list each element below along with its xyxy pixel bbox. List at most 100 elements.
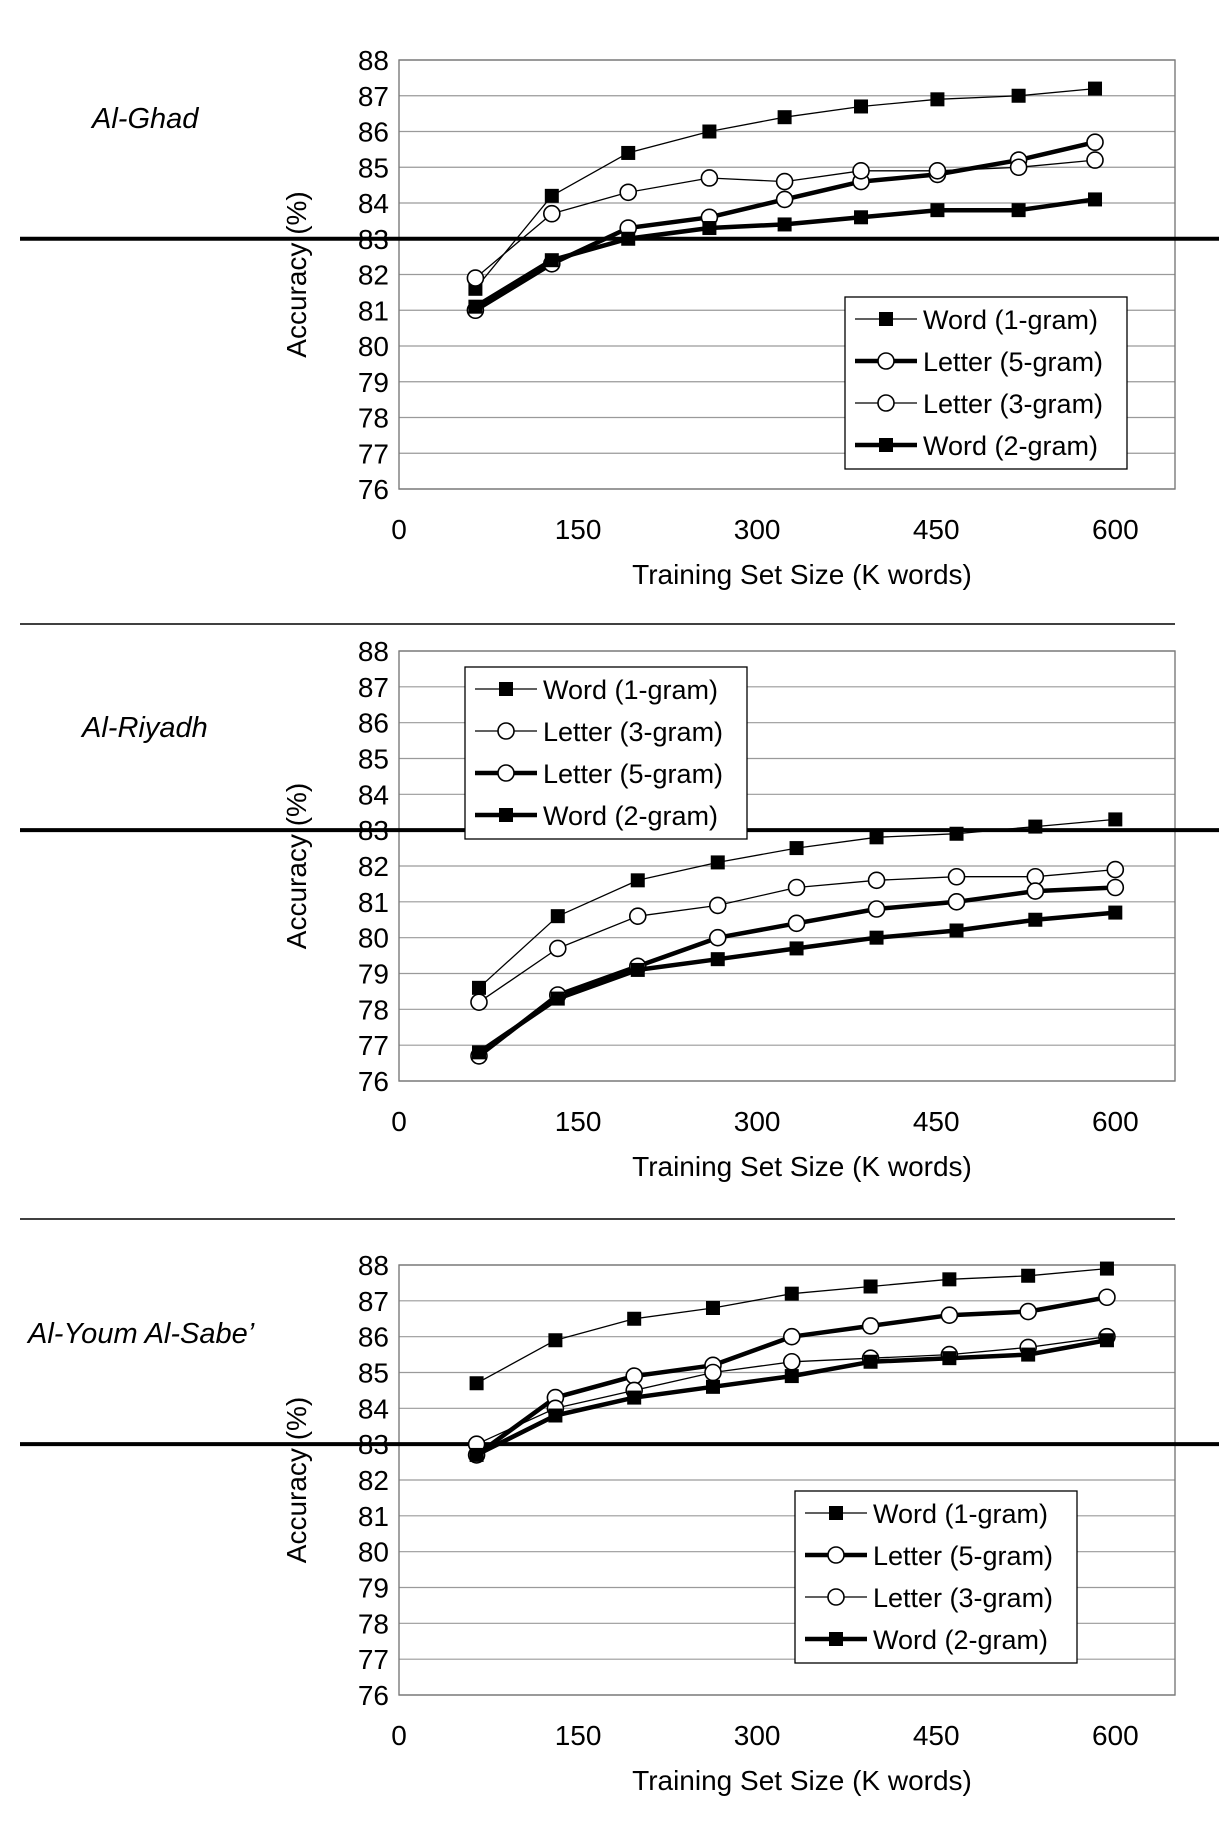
legend-item: Letter (5-gram) xyxy=(855,347,1103,377)
x-axis-title: Training Set Size (K words) xyxy=(632,559,972,590)
data-point xyxy=(702,124,717,139)
legend: Word (1-gram) Letter (3-gram) Letter (5-gr… xyxy=(464,666,748,840)
data-point xyxy=(942,1351,957,1366)
y-tick-label: 86 xyxy=(358,1322,389,1353)
y-tick-label: 80 xyxy=(358,923,389,954)
data-point xyxy=(869,830,884,845)
y-tick-label: 88 xyxy=(358,636,389,667)
data-point xyxy=(1086,151,1104,169)
data-point xyxy=(543,204,561,223)
x-tick-label: 600 xyxy=(1092,1720,1139,1751)
series-letter-5-gram xyxy=(470,878,1125,1065)
data-point xyxy=(621,231,636,246)
data-point xyxy=(867,871,886,890)
data-point xyxy=(468,299,483,314)
data-point xyxy=(700,169,719,187)
data-point xyxy=(627,1311,642,1326)
data-point xyxy=(704,1363,722,1382)
data-point xyxy=(949,826,964,841)
data-point xyxy=(1028,819,1043,834)
legend-label: Letter (3-gram) xyxy=(923,389,1103,419)
y-tick-label: 88 xyxy=(358,1250,389,1281)
y-tick-label: 87 xyxy=(358,1286,389,1317)
data-point xyxy=(775,172,794,191)
data-point xyxy=(947,867,966,886)
data-point xyxy=(1108,905,1123,920)
data-point xyxy=(471,980,486,995)
data-point xyxy=(1098,1288,1116,1307)
data-point xyxy=(854,210,869,225)
data-point xyxy=(1108,812,1123,827)
legend-item: Letter (3-gram) xyxy=(855,389,1103,419)
legend-label: Word (1-gram) xyxy=(543,675,718,705)
x-tick-label: 300 xyxy=(734,514,781,545)
data-point xyxy=(861,1317,880,1335)
data-point xyxy=(630,873,645,888)
series-line xyxy=(476,1336,1108,1445)
legend-label: Word (1-gram) xyxy=(873,1499,1048,1529)
x-tick-label: 0 xyxy=(391,1106,407,1137)
legend-item: Word (1-gram) xyxy=(475,675,718,705)
data-point xyxy=(1099,1333,1114,1348)
data-point xyxy=(1088,192,1103,207)
data-point xyxy=(789,841,804,856)
data-point xyxy=(544,253,559,268)
y-tick-label: 77 xyxy=(358,438,389,469)
legend-item: Letter (5-gram) xyxy=(805,1541,1053,1571)
data-point xyxy=(710,952,725,967)
y-tick-label: 84 xyxy=(358,188,389,219)
data-point xyxy=(702,221,717,236)
data-point xyxy=(630,962,645,977)
legend: Word (1-gram) Letter (5-gram) Letter (3-gr… xyxy=(794,1490,1078,1664)
y-tick-label: 81 xyxy=(358,1501,389,1532)
x-tick-label: 450 xyxy=(913,1106,960,1137)
data-point xyxy=(550,909,565,924)
data-point xyxy=(947,893,966,911)
y-tick-label: 76 xyxy=(358,1680,389,1711)
legend-marker xyxy=(879,438,893,452)
legend-item: Word (1-gram) xyxy=(855,305,1098,335)
series-word-2-gram xyxy=(468,192,1103,314)
x-tick-label: 450 xyxy=(913,1720,960,1751)
y-tick-label: 86 xyxy=(358,708,389,739)
x-tick-label: 600 xyxy=(1092,514,1139,545)
y-tick-label: 86 xyxy=(358,117,389,148)
data-point xyxy=(930,92,945,107)
legend-marker xyxy=(829,1632,843,1646)
data-point xyxy=(782,1327,801,1346)
legend-item: Letter (3-gram) xyxy=(475,717,723,747)
data-point xyxy=(621,145,636,160)
panel-title: Al-Youm Al-Sabe’ xyxy=(26,1318,255,1350)
data-point xyxy=(867,900,886,918)
y-tick-label: 79 xyxy=(358,1573,389,1604)
y-tick-label: 82 xyxy=(358,260,389,291)
data-point xyxy=(619,183,638,202)
x-tick-label: 450 xyxy=(913,514,960,545)
data-point xyxy=(470,993,488,1011)
x-tick-label: 150 xyxy=(555,1106,602,1137)
x-tick-label: 300 xyxy=(734,1106,781,1137)
data-point xyxy=(942,1272,957,1287)
data-point xyxy=(949,923,964,938)
y-tick-label: 85 xyxy=(358,152,389,183)
data-point xyxy=(789,941,804,956)
data-point xyxy=(1019,1302,1037,1321)
y-tick-label: 76 xyxy=(358,474,389,505)
data-point xyxy=(852,162,870,180)
y-tick-label: 78 xyxy=(358,994,389,1025)
y-tick-label: 77 xyxy=(358,1030,389,1061)
x-tick-label: 150 xyxy=(555,514,602,545)
legend-item: Word (2-gram) xyxy=(855,431,1098,461)
data-point xyxy=(1009,158,1028,177)
data-point xyxy=(1106,878,1125,897)
data-point xyxy=(777,110,792,125)
legend-label: Word (1-gram) xyxy=(923,305,1098,335)
legend-marker xyxy=(499,808,513,822)
data-point xyxy=(708,896,727,915)
y-tick-label: 80 xyxy=(358,331,389,362)
y-tick-label: 85 xyxy=(358,744,389,775)
data-point xyxy=(1028,912,1043,927)
data-point xyxy=(548,939,567,958)
